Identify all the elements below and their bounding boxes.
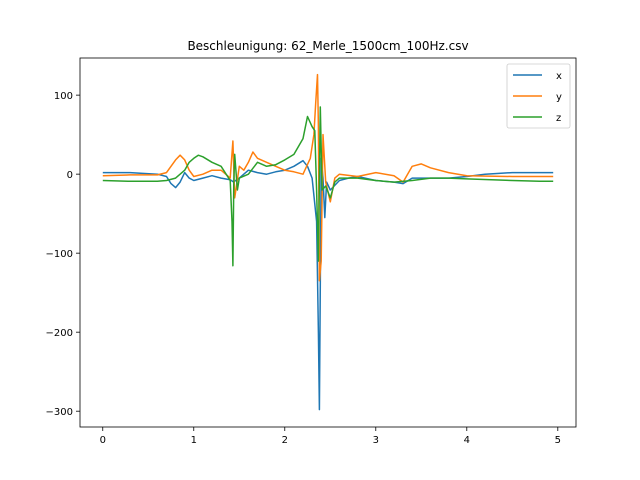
x-tick-label: 0 xyxy=(100,435,106,446)
y-tick-label: −300 xyxy=(46,407,73,418)
series-line-z xyxy=(102,106,554,267)
y-tick-label: −200 xyxy=(46,328,73,339)
x-tick-label: 3 xyxy=(373,435,379,446)
x-tick-label: 5 xyxy=(555,435,561,446)
series-line-x xyxy=(102,157,554,411)
legend-label-z: z xyxy=(556,113,561,124)
y-tick-label: −100 xyxy=(46,249,73,260)
axis-layer: 0 1 2 3 4 5 −300 −200 −100 0 100 xyxy=(46,91,561,446)
legend-label-y: y xyxy=(556,92,562,103)
x-tick-label: 2 xyxy=(282,435,288,446)
plot-frame xyxy=(79,57,577,428)
legend-label-x: x xyxy=(556,71,562,82)
y-tick-label: 100 xyxy=(54,91,73,102)
y-tick-label: 0 xyxy=(67,170,73,181)
series-line-y xyxy=(102,73,554,282)
x-tick-label: 4 xyxy=(464,435,470,446)
x-tick-label: 1 xyxy=(191,435,197,446)
series-layer xyxy=(102,73,554,411)
legend: xyz xyxy=(506,63,571,129)
chart-title: Beschleunigung: 62_Merle_1500cm_100Hz.cs… xyxy=(187,39,468,53)
